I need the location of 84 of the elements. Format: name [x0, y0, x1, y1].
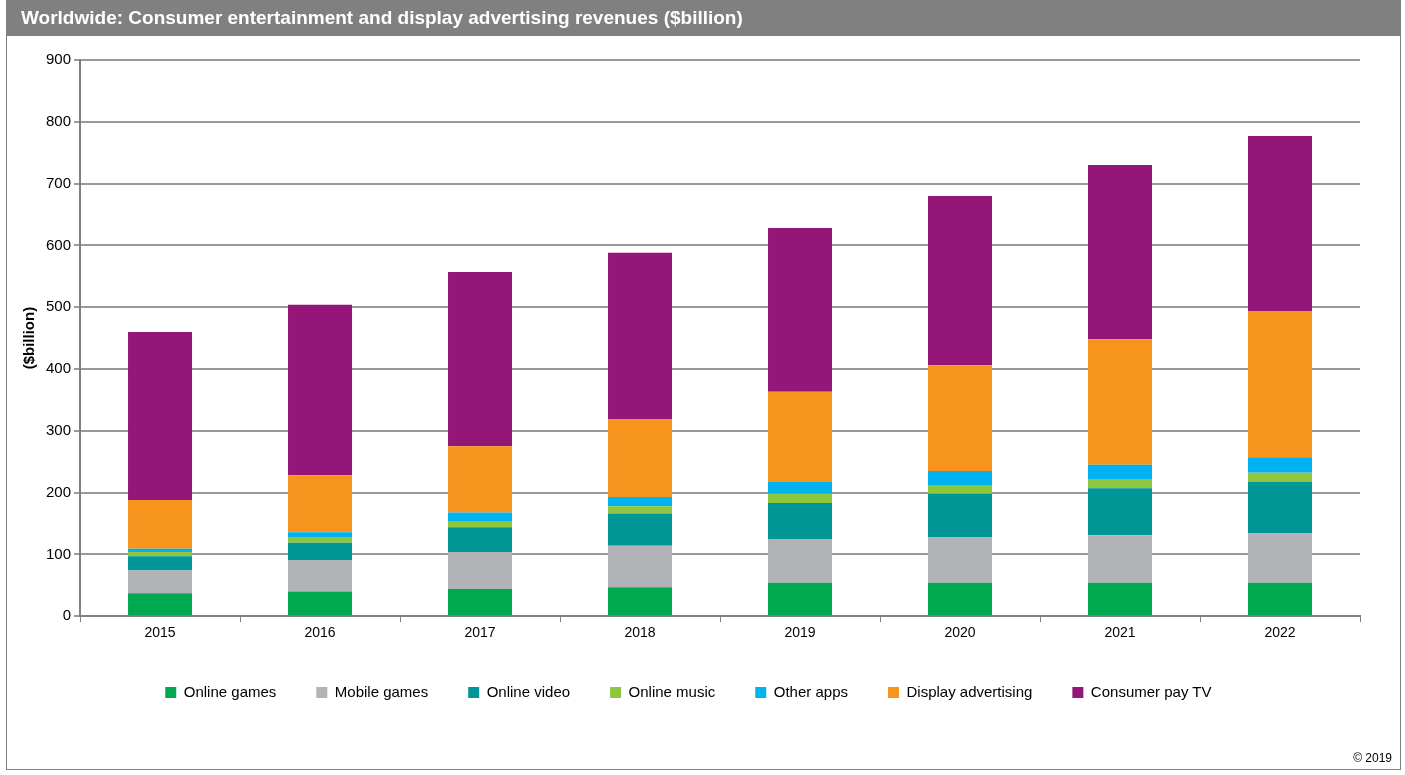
x-tick-label: 2016 — [304, 624, 336, 641]
bar — [128, 548, 193, 552]
bar — [128, 570, 193, 594]
bar — [768, 493, 833, 504]
bar — [128, 551, 193, 557]
x-tick-label: 2019 — [784, 624, 816, 641]
bar — [1088, 339, 1152, 465]
bar — [448, 271, 513, 447]
bar — [768, 539, 833, 583]
bar — [928, 582, 993, 616]
bar — [928, 470, 993, 486]
bar — [448, 446, 513, 513]
bar — [1088, 464, 1152, 479]
bar — [608, 252, 673, 420]
bar — [608, 513, 673, 546]
bar — [1248, 136, 1312, 311]
bar — [928, 493, 993, 538]
bar — [288, 542, 353, 560]
y-tick-label: 200 — [46, 482, 72, 500]
y-tick-label: 0 — [62, 606, 72, 624]
bar — [1248, 482, 1312, 534]
bar — [928, 537, 993, 583]
legend-label: Online games — [183, 682, 277, 700]
bar — [928, 195, 993, 366]
bar — [1088, 479, 1152, 489]
y-tick-label: 900 — [46, 50, 72, 68]
bar — [608, 506, 673, 514]
bar — [1088, 488, 1152, 536]
legend-label: Mobile games — [334, 682, 429, 700]
y-tick-label: 100 — [46, 544, 72, 562]
bar — [288, 475, 353, 533]
bar — [768, 228, 833, 392]
y-tick-label: 400 — [46, 359, 72, 377]
legend-label: Display advertising — [906, 682, 1033, 700]
bar — [1248, 533, 1312, 583]
bar — [768, 481, 833, 494]
bar — [928, 365, 993, 471]
legend-label: Consumer pay TV — [1090, 682, 1212, 700]
x-tick-label: 2021 — [1104, 624, 1136, 641]
bar — [128, 593, 193, 616]
bar — [928, 485, 993, 494]
bar — [768, 582, 833, 616]
y-tick-label: 700 — [46, 173, 72, 191]
y-axis-title: ($billion) — [20, 306, 38, 370]
bar — [768, 503, 833, 540]
bar — [1088, 165, 1152, 340]
x-tick-label: 2018 — [624, 624, 656, 641]
bar — [288, 591, 353, 616]
bar — [608, 419, 673, 497]
y-tick-label: 300 — [46, 420, 72, 438]
bar — [128, 556, 193, 571]
bar — [608, 545, 673, 588]
y-tick-label: 800 — [46, 111, 72, 129]
bar — [1248, 582, 1312, 616]
bar — [128, 500, 193, 549]
bar — [288, 304, 353, 476]
bar — [1248, 472, 1312, 483]
bar — [1248, 310, 1312, 458]
x-tick-label: 2022 — [1264, 624, 1296, 641]
bar — [288, 559, 353, 592]
bar — [448, 512, 513, 522]
x-tick-label: 2020 — [944, 624, 976, 641]
bar — [448, 589, 513, 616]
bar — [448, 551, 513, 590]
text: © 2019 — [1353, 751, 1392, 765]
bar — [1088, 582, 1152, 616]
bar — [1248, 457, 1312, 473]
bar — [608, 587, 673, 616]
chart-title: Worldwide: Consumer entertainment and display advertising revenues ($billion) — [7, 0, 1400, 36]
x-tick-label: 2015 — [144, 624, 176, 641]
bar — [1088, 535, 1152, 583]
bar — [448, 527, 513, 552]
bar — [768, 391, 833, 482]
bar — [448, 521, 513, 528]
legend-label: Online video — [486, 682, 571, 700]
legend-label: Other apps — [773, 682, 848, 700]
bar — [608, 496, 673, 507]
y-tick-label: 600 — [46, 235, 72, 253]
bar — [288, 537, 353, 543]
x-tick-label: 2017 — [464, 624, 496, 641]
y-tick-label: 500 — [46, 297, 72, 315]
legend-label: Online music — [628, 682, 716, 700]
bar — [288, 532, 353, 538]
bar — [128, 331, 193, 501]
